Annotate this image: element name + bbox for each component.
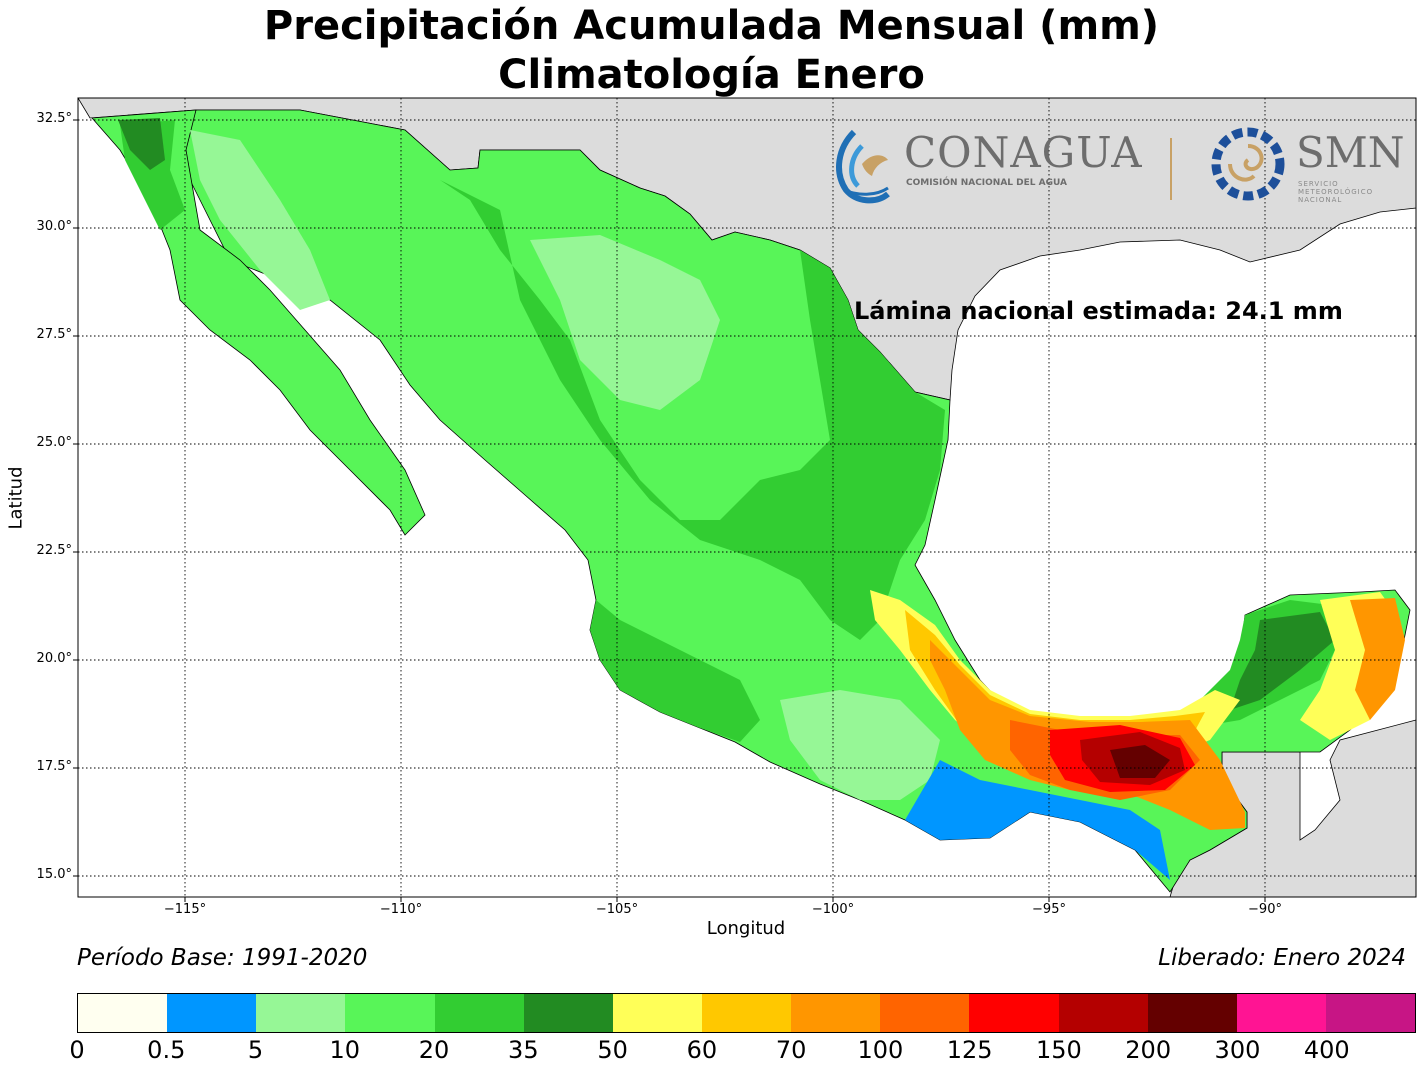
lon-tick-label: −115° — [163, 902, 207, 917]
conagua-wordmark: CONAGUA — [904, 128, 1143, 177]
lat-tick-label: 17.5° — [36, 759, 72, 774]
colorbar-tick-label: 150 — [1036, 1036, 1082, 1064]
colorbar-segment — [167, 994, 257, 1032]
colorbar-segment — [612, 994, 702, 1032]
chart-title-line1: Precipitación Acumulada Mensual (mm) — [263, 3, 1160, 49]
logo-divider — [1170, 138, 1172, 200]
smn-subtitle: SERVICIO METEOROLÓGICO NACIONAL — [1298, 180, 1373, 204]
lat-tick-label: 25.0° — [36, 435, 72, 450]
colorbar-tick-label: 200 — [1125, 1036, 1172, 1064]
lat-tick-label: 22.5° — [36, 543, 72, 558]
smn-subtitle-line: METEOROLÓGICO — [1298, 188, 1374, 196]
colorbar-segment — [1236, 994, 1326, 1032]
colorbar-segment — [345, 994, 435, 1032]
colorbar-tick-label: 70 — [775, 1036, 807, 1064]
zone-5-10-north — [530, 235, 720, 410]
colorbar-tick-label: 10 — [329, 1036, 361, 1064]
colorbar-segment — [256, 994, 346, 1032]
colorbar-tick-label: 100 — [857, 1036, 904, 1064]
smn-subtitle-line: NACIONAL — [1298, 196, 1343, 204]
colorbar-segment — [523, 994, 613, 1032]
lat-tick-label: 27.5° — [36, 327, 72, 342]
colorbar-tick-label: 35 — [508, 1036, 539, 1064]
colorbar-segment — [78, 994, 168, 1032]
chart-title-line2: Climatología Enero — [498, 52, 925, 98]
colorbar-tick-label: 5 — [247, 1036, 264, 1064]
colorbar-segment — [791, 994, 881, 1032]
colorbar-segment — [969, 994, 1059, 1032]
zone-5-10-south — [780, 690, 940, 800]
colorbar-tick-label: 20 — [418, 1036, 450, 1064]
smn-subtitle-line: SERVICIO — [1298, 180, 1339, 188]
axis-ticks — [73, 119, 1266, 902]
colorbar-tick-label: 400 — [1303, 1036, 1350, 1064]
smn-wordmark: SMN — [1296, 128, 1405, 177]
colorbar-segment — [1147, 994, 1237, 1032]
y-axis-label: Latitud — [5, 466, 27, 530]
lat-tick-label: 32.5° — [36, 111, 72, 126]
colorbar-segment — [434, 994, 524, 1032]
colorbar-segment — [880, 994, 970, 1032]
lon-tick-label: −110° — [379, 902, 423, 917]
logo-banner: CONAGUA COMISIÓN NACIONAL DEL AGUA SMN S… — [832, 118, 1410, 210]
colorbar-segment — [1058, 994, 1148, 1032]
map-frame — [77, 97, 1417, 898]
zone-20-35-west — [590, 600, 760, 742]
colorbar-segment — [1325, 994, 1416, 1032]
grid — [78, 98, 1416, 897]
zone-200-300 — [1110, 745, 1170, 778]
zone-5-10-baja — [190, 130, 330, 310]
lat-tick-label: 30.0° — [36, 219, 72, 234]
smn-logo-icon — [1211, 127, 1285, 201]
conagua-logo-icon — [836, 129, 890, 204]
national-estimate-label: Lámina nacional estimada: 24.1 mm — [854, 297, 1343, 325]
lat-tick-label: 15.0° — [36, 867, 72, 882]
colorbar-segment — [701, 994, 792, 1032]
lon-tick-label: −100° — [811, 902, 855, 917]
zone-35-50-baja — [118, 118, 165, 170]
colorbar-tick-label: 60 — [686, 1036, 718, 1064]
colorbar-tick-label: 125 — [946, 1036, 993, 1064]
released-label: Liberado: Enero 2024 — [1158, 945, 1406, 971]
zone-20-35 — [440, 180, 945, 640]
zone-35-50-yucatan — [1230, 612, 1335, 710]
lat-tick-label: 20.0° — [36, 651, 72, 666]
conagua-subtitle: COMISIÓN NACIONAL DEL AGUA — [906, 178, 1068, 188]
zone-0-5-pacific — [905, 760, 1170, 880]
colorbar — [77, 993, 1416, 1033]
colorbar-tick-label: 50 — [597, 1036, 628, 1064]
lon-tick-label: −95° — [1032, 902, 1066, 917]
colorbar-tick-label: 300 — [1214, 1036, 1261, 1064]
colorbar-tick-label: 0 — [69, 1036, 85, 1064]
lon-tick-label: −105° — [595, 902, 639, 917]
lon-tick-label: −90° — [1248, 902, 1282, 917]
zone-70-100-yucatan — [1350, 598, 1405, 720]
x-axis-label: Longitud — [706, 918, 786, 939]
colorbar-tick-label: 0.5 — [147, 1036, 186, 1064]
base-period-label: Período Base: 1991-2020 — [77, 945, 368, 971]
